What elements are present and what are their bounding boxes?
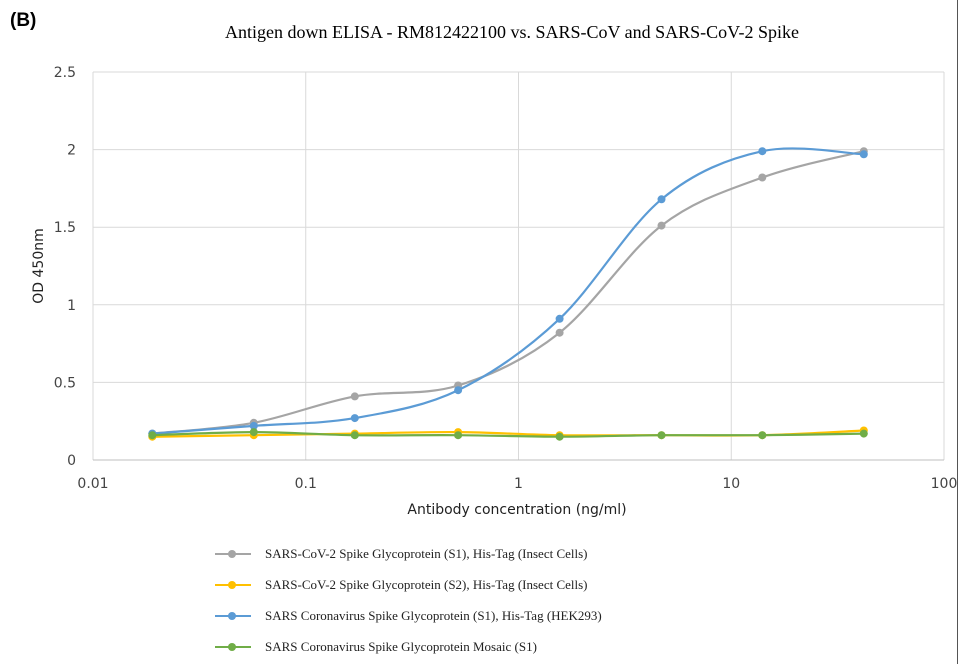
y-tick-label: 2.5: [54, 65, 76, 81]
legend-label: SARS-CoV-2 Spike Glycoprotein (S2), His-…: [265, 577, 588, 593]
y-tick-label: 1: [67, 298, 76, 314]
x-axis-label: Antibody concentration (ng/ml): [407, 502, 626, 518]
data-point: [351, 392, 359, 400]
legend-label: SARS-CoV-2 Spike Glycoprotein (S1), His-…: [265, 546, 588, 562]
y-tick-label: 2: [67, 143, 76, 159]
x-tick-label: 1: [514, 476, 523, 492]
legend-item: SARS Coronavirus Spike Glycoprotein Mosa…: [215, 631, 735, 662]
data-point: [556, 315, 564, 323]
data-point: [758, 174, 766, 182]
data-point: [351, 414, 359, 422]
data-point: [758, 431, 766, 439]
page-edge-rule: [957, 0, 958, 664]
y-tick-label: 0.5: [54, 375, 76, 391]
y-tick-label: 1.5: [54, 220, 76, 236]
data-point: [658, 195, 666, 203]
series-line: [152, 151, 863, 433]
legend-label: SARS Coronavirus Spike Glycoprotein (S1)…: [265, 608, 602, 624]
data-point: [758, 147, 766, 155]
data-point: [454, 431, 462, 439]
legend-item: SARS-CoV-2 Spike Glycoprotein (S2), His-…: [215, 569, 735, 600]
legend: SARS-CoV-2 Spike Glycoprotein (S1), His-…: [215, 538, 735, 662]
data-point: [351, 431, 359, 439]
x-tick-label: 10: [722, 476, 740, 492]
data-point: [860, 430, 868, 438]
y-tick-label: 0: [67, 453, 76, 469]
legend-label: SARS Coronavirus Spike Glycoprotein Mosa…: [265, 639, 537, 655]
gridlines: [93, 72, 944, 460]
legend-item: SARS-CoV-2 Spike Glycoprotein (S1), His-…: [215, 538, 735, 569]
legend-marker: [228, 643, 236, 651]
legend-swatch: [215, 579, 251, 591]
data-point: [556, 329, 564, 337]
series-1: [148, 147, 868, 437]
data-point: [658, 431, 666, 439]
legend-item: SARS Coronavirus Spike Glycoprotein (S1)…: [215, 600, 735, 631]
series-line: [152, 148, 863, 433]
data-point: [148, 431, 156, 439]
data-point: [658, 222, 666, 230]
x-tick-label: 0.1: [295, 476, 317, 492]
legend-swatch: [215, 610, 251, 622]
data-point: [250, 428, 258, 436]
legend-swatch: [215, 548, 251, 560]
x-tick-label: 0.01: [77, 476, 108, 492]
data-point: [556, 433, 564, 441]
series-3: [148, 147, 868, 437]
legend-marker: [228, 550, 236, 558]
y-axis-label: OD 450nm: [31, 228, 47, 303]
x-tick-label: 100: [931, 476, 958, 492]
legend-marker: [228, 612, 236, 620]
data-point: [860, 150, 868, 158]
legend-swatch: [215, 641, 251, 653]
tick-labels: 0 0.5 1 1.5 2 2.5 0.01 0.1 1 10 100: [54, 65, 958, 492]
series-layer: [148, 147, 868, 441]
data-point: [454, 386, 462, 394]
legend-marker: [228, 581, 236, 589]
